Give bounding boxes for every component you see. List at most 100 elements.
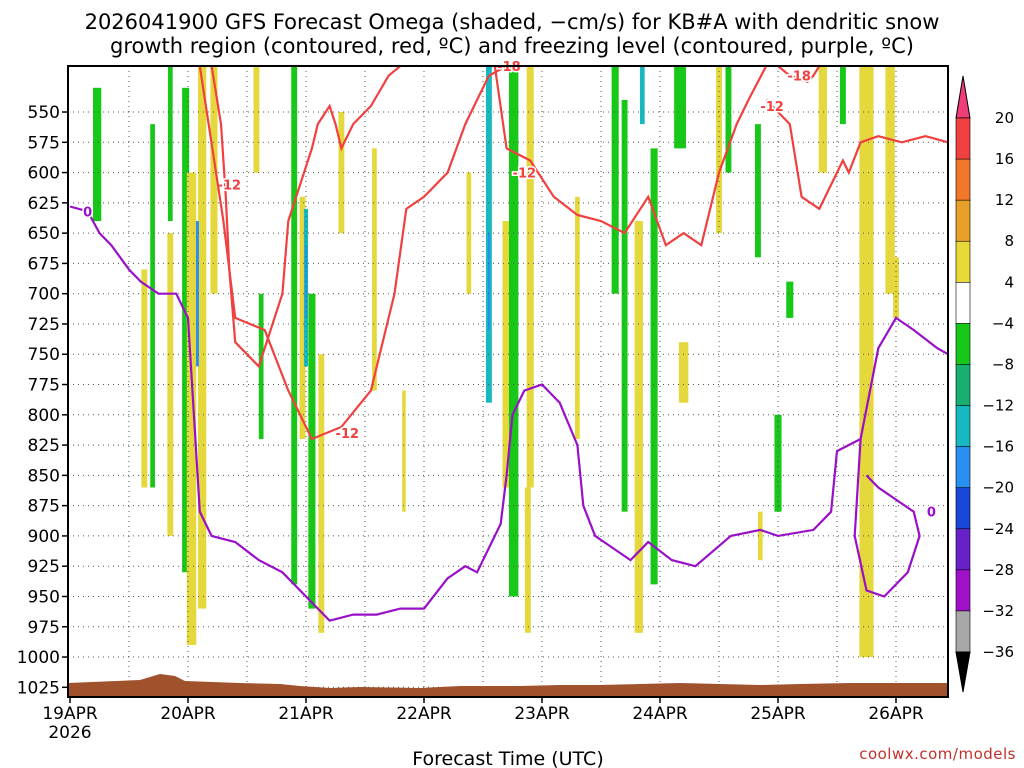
omega-cell-10 — [258, 293, 264, 440]
omega-cell-41 — [195, 221, 199, 367]
omega-cell-31 — [678, 342, 689, 403]
omega-shading-layer — [93, 66, 899, 658]
terrain-layer — [68, 674, 948, 697]
omega-cell-27 — [650, 148, 658, 585]
freezing-contour-line-1 — [853, 438, 921, 598]
x-tick-label-6: 25APR — [750, 704, 806, 724]
omega-cell-19 — [502, 221, 511, 488]
dgz-contour-label-2: -12 — [513, 167, 537, 182]
dgz-contour-label-1: -12 — [336, 427, 360, 442]
freezing-contour-label-0: 0 — [83, 205, 92, 220]
y-tick-label-550: 550 — [28, 103, 60, 123]
freezing-contour-line-0 — [69, 205, 949, 622]
omega-cell-25 — [621, 99, 628, 512]
omega-cell-39 — [885, 66, 895, 294]
colorbar-band-9 — [955, 487, 971, 530]
colorbar-label-0: 20 — [995, 109, 1014, 127]
colorbar-band-7 — [955, 405, 971, 448]
omega-cell-24 — [611, 66, 619, 294]
colorbar-label-10: −24 — [982, 520, 1014, 538]
colorbar-label-9: −20 — [982, 479, 1014, 497]
colorbar-label-7: −12 — [982, 397, 1014, 415]
omega-cell-22 — [524, 487, 531, 633]
y-tick-label-925: 925 — [28, 557, 60, 577]
x-tick-label-3: 22APR — [396, 704, 452, 724]
omega-cell-12 — [299, 196, 306, 440]
omega-cell-36 — [818, 66, 827, 173]
colorbar-band-2 — [955, 199, 971, 243]
y-tick-label-575: 575 — [28, 133, 60, 153]
y-tick-label-725: 725 — [28, 315, 60, 335]
omega-cell-5 — [182, 87, 190, 573]
dgz-contour-label-5: -18 — [787, 70, 811, 85]
x-tick-label-2: 21APR — [278, 704, 334, 724]
omega-cell-13 — [308, 293, 316, 609]
grid-lines — [68, 66, 948, 697]
colorbar-band-4 — [955, 282, 971, 325]
omega-cell-32 — [754, 124, 761, 258]
dgz-contour-line-2 — [493, 65, 768, 248]
omega-cell-34 — [774, 414, 782, 512]
y-tick-label-950: 950 — [28, 587, 60, 607]
x-tick-label-7: 26APR — [868, 704, 924, 724]
colorbar-band-0 — [955, 117, 971, 160]
colorbar-band-6 — [955, 364, 971, 407]
colorbar-band-3 — [955, 240, 971, 284]
y-tick-label-700: 700 — [28, 285, 60, 305]
omega-cell-7 — [198, 66, 207, 609]
y-tick-label-900: 900 — [28, 527, 60, 547]
dgz-contour-layer: -12-12-12-12-18-18 — [198, 59, 949, 443]
omega-cell-14 — [318, 354, 325, 633]
y-tick-label-775: 775 — [28, 376, 60, 396]
omega-cell-15 — [338, 112, 345, 234]
omega-cell-21 — [526, 66, 534, 488]
colorbar-label-13: −36 — [982, 643, 1014, 661]
credit-link[interactable]: coolwx.com/models — [859, 745, 1016, 763]
colorbar: 20 16 12 8 4 −4 −8 −12 −16 −20 −24 −28 −32 −36 — [955, 75, 1014, 693]
dgz-contour-line-3 — [765, 99, 949, 211]
omega-cell-45 — [488, 233, 490, 331]
x-axis-title: Forecast Time (UTC) — [412, 748, 603, 768]
chart-title-line2: growth region (contoured, red, ºC) and f… — [110, 34, 914, 58]
y-tick-label-750: 750 — [28, 345, 60, 365]
chart-title-line1: 2026041900 GFS Forecast Omega (shaded, −… — [85, 10, 940, 34]
freezing-contour-layer: 00 — [69, 204, 949, 622]
omega-cell-0 — [93, 87, 102, 222]
y-tick-label-800: 800 — [28, 406, 60, 426]
y-tick-label-975: 975 — [28, 618, 60, 638]
colorbar-band-5 — [955, 323, 971, 366]
dgz-contour-line-5 — [777, 65, 821, 83]
omega-cell-26 — [634, 221, 643, 633]
colorbar-label-4: 4 — [1004, 273, 1014, 291]
y-tick-label-1000: 1000 — [17, 648, 60, 668]
x-tick-label-1: 20APR — [160, 704, 216, 724]
dgz-contour-label-0: -12 — [218, 179, 242, 194]
colorbar-band-11 — [955, 569, 971, 612]
colorbar-top-arrow — [955, 75, 971, 119]
colorbar-label-12: −32 — [982, 602, 1014, 620]
colorbar-label-3: 8 — [1004, 232, 1014, 250]
y-axis: 550 575 600 625 650 675 700 725 750 775 800 825 850 8… — [17, 103, 68, 698]
y-tick-label-625: 625 — [28, 194, 60, 214]
x-tick-label-5: 24APR — [632, 704, 688, 724]
colorbar-band-1 — [955, 158, 971, 201]
y-tick-label-850: 850 — [28, 466, 60, 486]
colorbar-label-6: −8 — [992, 355, 1014, 373]
terrain-surface — [68, 674, 948, 697]
colorbar-label-5: −4 — [992, 314, 1014, 332]
omega-cell-33 — [757, 511, 763, 561]
omega-cell-1 — [150, 124, 155, 488]
dgz-contour-label-4: -18 — [497, 60, 521, 75]
plot-frame — [67, 65, 949, 698]
colorbar-bottom-arrow — [955, 651, 971, 693]
x-tick-label-0: 19APR — [42, 704, 98, 724]
omega-cell-29 — [716, 66, 722, 234]
colorbar-band-10 — [955, 528, 971, 571]
colorbar-band-12 — [955, 610, 971, 653]
y-tick-label-875: 875 — [28, 497, 60, 517]
omega-cell-40 — [893, 257, 899, 318]
x-tick-sublabel-0: 2026 — [48, 723, 91, 743]
freezing-contour-label-1: 0 — [927, 506, 936, 521]
